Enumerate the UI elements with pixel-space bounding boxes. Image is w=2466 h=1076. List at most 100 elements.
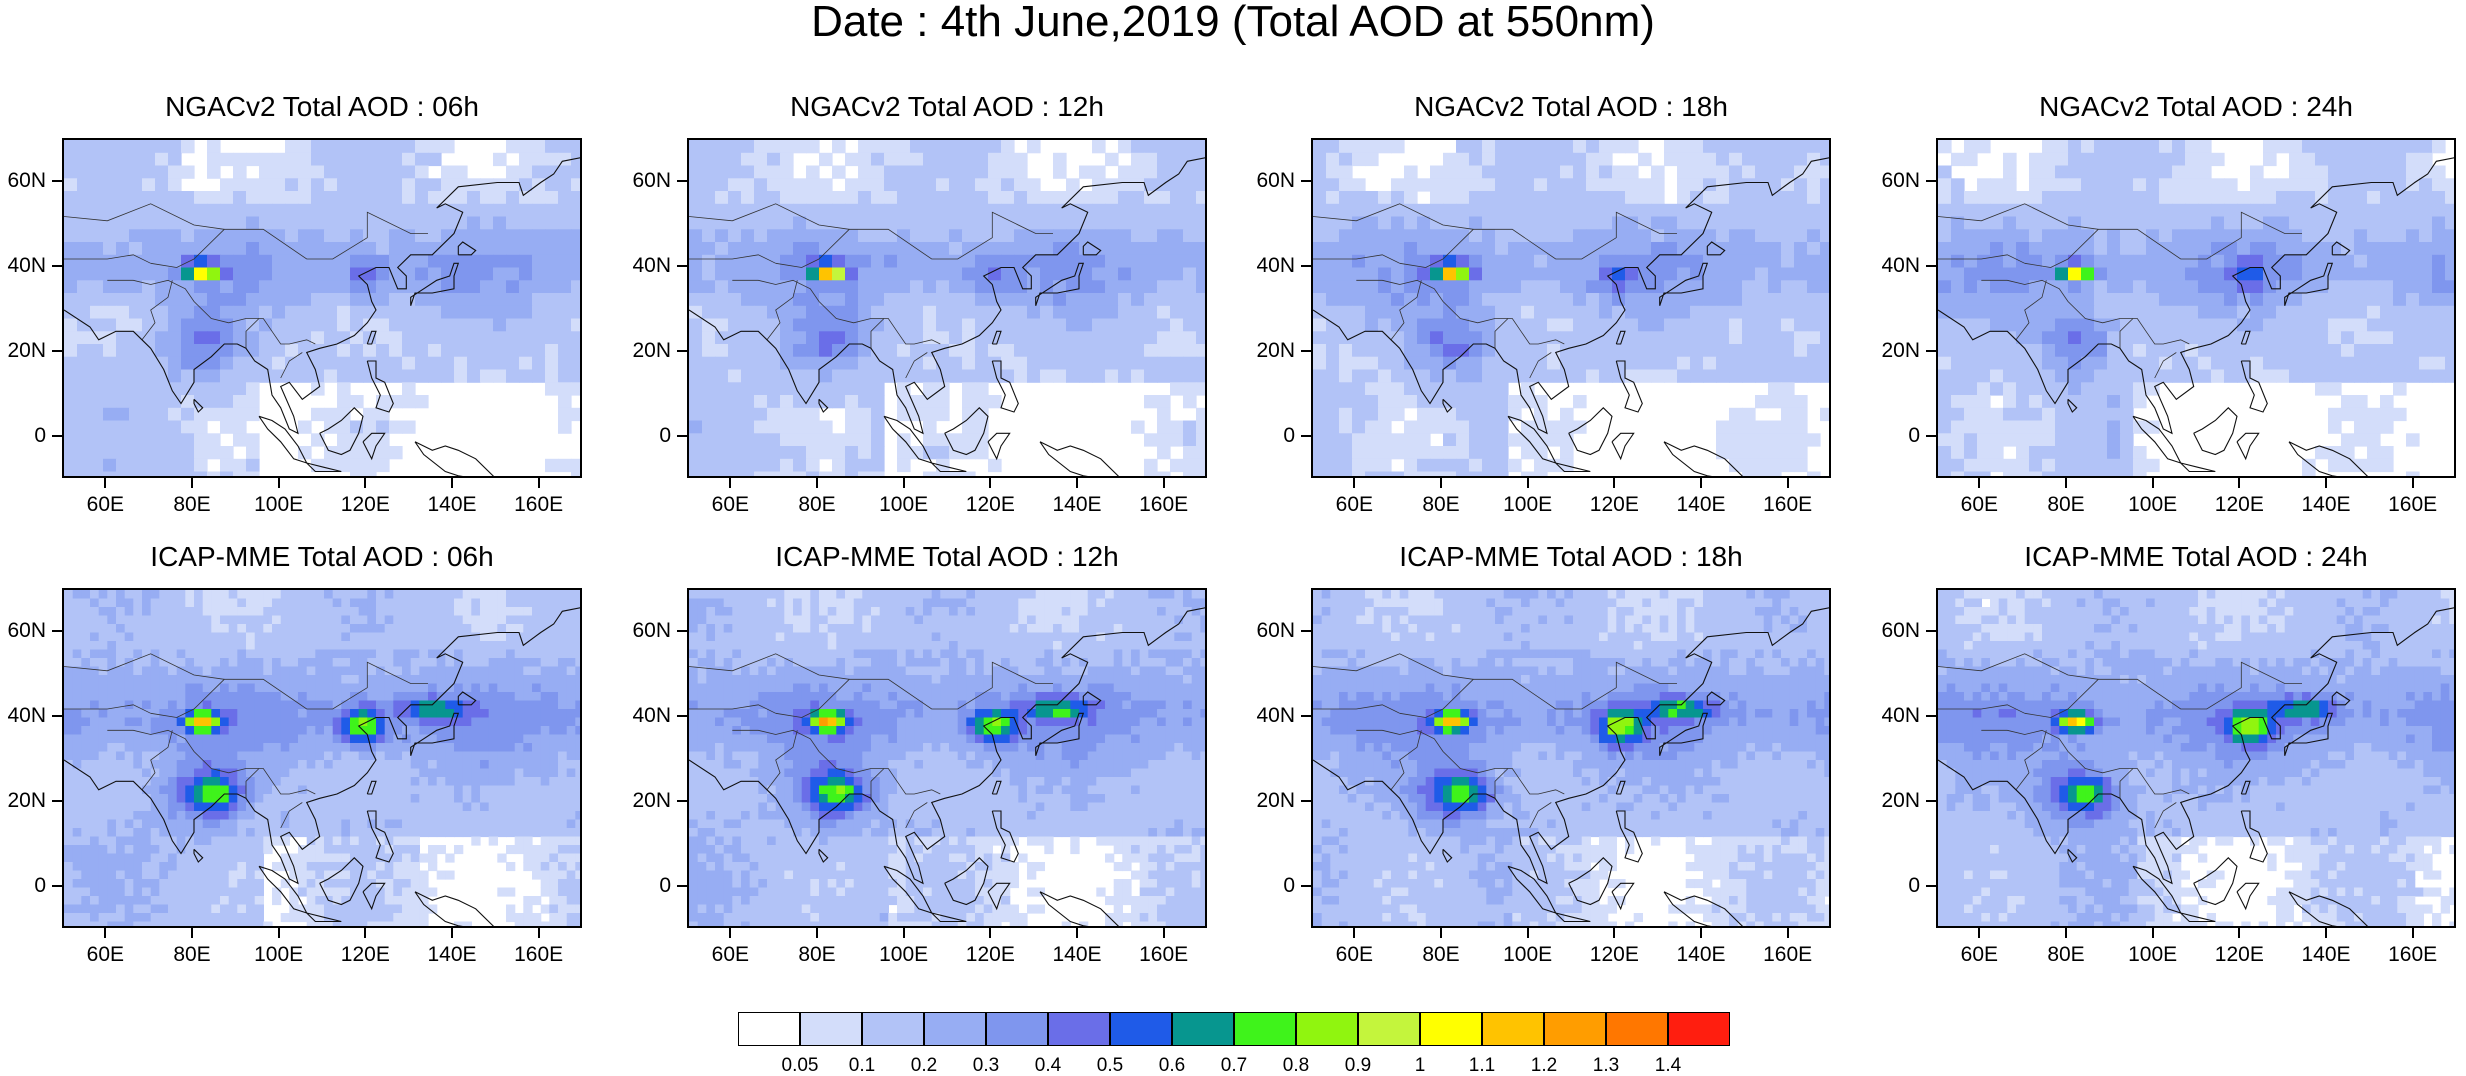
lon-tick-label: 160E bbox=[1129, 494, 1199, 516]
panel-title-icap-12: ICAP-MME Total AOD : 12h bbox=[687, 542, 1207, 572]
lon-tick-label: 60E bbox=[70, 494, 140, 516]
lon-tick-label: 60E bbox=[1944, 944, 2014, 966]
lon-tick bbox=[1613, 478, 1615, 488]
lat-tick bbox=[52, 885, 62, 887]
lon-tick bbox=[816, 478, 818, 488]
lon-tick-label: 80E bbox=[2031, 494, 2101, 516]
lon-tick-label: 160E bbox=[1753, 494, 1823, 516]
lon-tick bbox=[278, 478, 280, 488]
panel-title-icap-18: ICAP-MME Total AOD : 18h bbox=[1311, 542, 1831, 572]
colorbar-swatch bbox=[738, 1012, 800, 1046]
lon-tick bbox=[1353, 928, 1355, 938]
lon-tick-label: 120E bbox=[330, 494, 400, 516]
aod-field-ngac-18 bbox=[1313, 140, 1831, 478]
aod-map-icap-06 bbox=[62, 588, 582, 928]
lon-tick-label: 100E bbox=[2118, 494, 2188, 516]
lon-tick bbox=[2238, 928, 2240, 938]
colorbar-label: 1 bbox=[1390, 1056, 1450, 1076]
lon-tick bbox=[191, 928, 193, 938]
lon-tick-label: 160E bbox=[1129, 944, 1199, 966]
lat-tick bbox=[677, 885, 687, 887]
lon-tick bbox=[104, 478, 106, 488]
lon-tick bbox=[451, 928, 453, 938]
coastline bbox=[415, 442, 497, 478]
lat-tick-label: 60N bbox=[1235, 620, 1295, 642]
lon-tick bbox=[1527, 478, 1529, 488]
lat-tick bbox=[52, 350, 62, 352]
lat-tick-label: 20N bbox=[611, 790, 671, 812]
lon-tick-label: 60E bbox=[70, 944, 140, 966]
lat-tick-label: 20N bbox=[611, 340, 671, 362]
aod-field-ngac-24 bbox=[1938, 140, 2456, 478]
lon-tick bbox=[1076, 478, 1078, 488]
lat-tick bbox=[52, 180, 62, 182]
lat-tick bbox=[677, 180, 687, 182]
lat-tick-label: 60N bbox=[0, 620, 46, 642]
lon-tick bbox=[1700, 478, 1702, 488]
lon-tick-label: 100E bbox=[869, 494, 939, 516]
lon-tick-label: 60E bbox=[695, 944, 765, 966]
lon-tick-label: 120E bbox=[2204, 494, 2274, 516]
colorbar-swatch bbox=[1110, 1012, 1172, 1046]
lat-tick-label: 60N bbox=[0, 170, 46, 192]
colorbar-label: 1.1 bbox=[1452, 1056, 1512, 1076]
lat-tick-label: 60N bbox=[1235, 170, 1295, 192]
lat-tick-label: 0 bbox=[611, 425, 671, 447]
lon-tick bbox=[538, 928, 540, 938]
lon-tick bbox=[989, 928, 991, 938]
lon-tick-label: 60E bbox=[695, 494, 765, 516]
lat-tick-label: 20N bbox=[1235, 340, 1295, 362]
aod-map-icap-12 bbox=[687, 588, 1207, 928]
colorbar-swatch bbox=[1048, 1012, 1110, 1046]
coastline bbox=[1612, 433, 1634, 459]
lat-tick-label: 40N bbox=[1860, 255, 1920, 277]
colorbar-swatch bbox=[1420, 1012, 1482, 1046]
lat-tick bbox=[677, 715, 687, 717]
lon-tick-label: 120E bbox=[330, 944, 400, 966]
lon-tick bbox=[729, 478, 731, 488]
coastline bbox=[2194, 408, 2237, 455]
lat-tick bbox=[1301, 435, 1311, 437]
panel-title-ngac-24: NGACv2 Total AOD : 24h bbox=[1936, 92, 2456, 122]
lat-tick-label: 0 bbox=[1235, 875, 1295, 897]
lon-tick bbox=[2325, 478, 2327, 488]
lat-tick-label: 40N bbox=[611, 705, 671, 727]
lon-tick-label: 160E bbox=[2378, 494, 2448, 516]
colorbar-swatch bbox=[1606, 1012, 1668, 1046]
aod-map-ngac-06 bbox=[62, 138, 582, 478]
coastline bbox=[2237, 433, 2259, 459]
lon-tick-label: 160E bbox=[504, 494, 574, 516]
lat-tick bbox=[1301, 800, 1311, 802]
lon-tick bbox=[1440, 928, 1442, 938]
lon-tick bbox=[1787, 478, 1789, 488]
lat-tick bbox=[1926, 885, 1936, 887]
lon-tick-label: 140E bbox=[1042, 944, 1112, 966]
lat-tick-label: 20N bbox=[1860, 790, 1920, 812]
colorbar-swatch bbox=[800, 1012, 862, 1046]
panel-title-ngac-18: NGACv2 Total AOD : 18h bbox=[1311, 92, 1831, 122]
lat-tick bbox=[1301, 180, 1311, 182]
lon-tick bbox=[1978, 478, 1980, 488]
lon-tick-label: 100E bbox=[1493, 494, 1563, 516]
lat-tick bbox=[1926, 180, 1936, 182]
lon-tick bbox=[1978, 928, 1980, 938]
lat-tick bbox=[1926, 350, 1936, 352]
lon-tick-label: 60E bbox=[1944, 494, 2014, 516]
colorbar-swatch bbox=[1544, 1012, 1606, 1046]
lon-tick-label: 140E bbox=[417, 944, 487, 966]
lon-tick-label: 120E bbox=[955, 944, 1025, 966]
lon-tick bbox=[451, 478, 453, 488]
lon-tick-label: 140E bbox=[2291, 494, 2361, 516]
lon-tick-label: 80E bbox=[2031, 944, 2101, 966]
lat-tick bbox=[677, 800, 687, 802]
lat-tick bbox=[52, 265, 62, 267]
lon-tick-label: 100E bbox=[244, 494, 314, 516]
lon-tick bbox=[1163, 478, 1165, 488]
lon-tick-label: 80E bbox=[782, 944, 852, 966]
lon-tick bbox=[2412, 928, 2414, 938]
lon-tick bbox=[2238, 478, 2240, 488]
lon-tick-label: 80E bbox=[782, 494, 852, 516]
colorbar-swatch bbox=[1172, 1012, 1234, 1046]
colorbar-swatch bbox=[862, 1012, 924, 1046]
colorbar-swatch bbox=[1482, 1012, 1544, 1046]
